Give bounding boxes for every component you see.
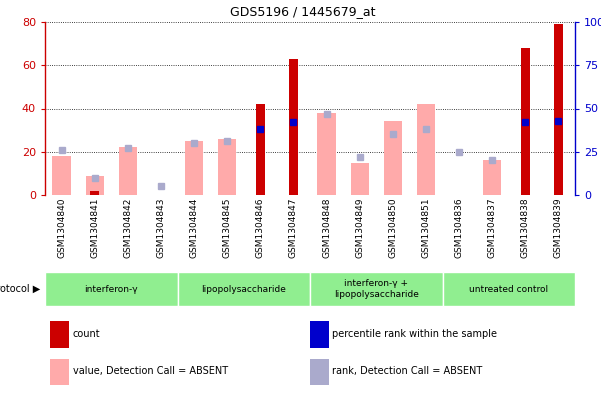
Bar — [218, 139, 236, 195]
Text: value, Detection Call = ABSENT: value, Detection Call = ABSENT — [73, 366, 228, 376]
Bar — [90, 191, 99, 195]
Bar — [317, 113, 336, 195]
Bar — [417, 104, 435, 195]
FancyBboxPatch shape — [442, 272, 575, 306]
Bar — [310, 359, 329, 385]
Bar — [52, 156, 71, 195]
Text: percentile rank within the sample: percentile rank within the sample — [332, 329, 497, 339]
Text: GDS5196 / 1445679_at: GDS5196 / 1445679_at — [231, 5, 376, 18]
Bar — [119, 147, 137, 195]
Text: interferon-γ: interferon-γ — [84, 285, 138, 294]
Bar — [554, 24, 563, 195]
Text: count: count — [73, 329, 100, 339]
Bar — [483, 160, 501, 195]
Bar — [350, 163, 369, 195]
Text: untreated control: untreated control — [469, 285, 548, 294]
Text: interferon-γ +
lipopolysaccharide: interferon-γ + lipopolysaccharide — [334, 279, 419, 299]
Bar — [289, 59, 298, 195]
Text: lipopolysaccharide: lipopolysaccharide — [201, 285, 286, 294]
Bar — [383, 121, 402, 195]
FancyBboxPatch shape — [310, 272, 442, 306]
Bar — [520, 48, 530, 195]
Bar — [185, 141, 203, 195]
FancyBboxPatch shape — [177, 272, 310, 306]
Bar — [255, 104, 265, 195]
FancyBboxPatch shape — [45, 272, 177, 306]
Bar — [50, 359, 69, 385]
Bar — [50, 321, 69, 348]
Bar — [310, 321, 329, 348]
Bar — [85, 176, 104, 195]
Text: protocol ▶: protocol ▶ — [0, 284, 40, 294]
Text: rank, Detection Call = ABSENT: rank, Detection Call = ABSENT — [332, 366, 483, 376]
